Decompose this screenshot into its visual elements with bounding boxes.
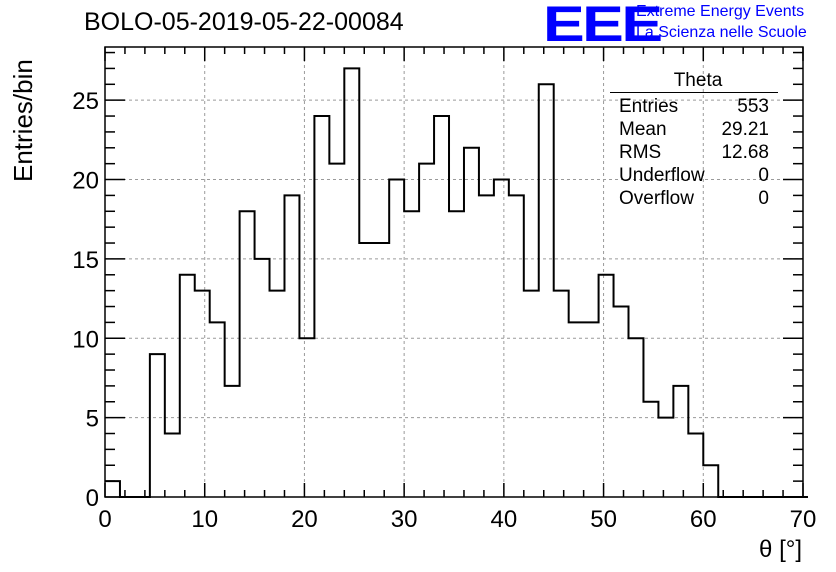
eee-logo-mark: EEE: [543, 0, 663, 52]
histogram-bin: [225, 386, 240, 497]
x-tick-label: 60: [690, 506, 717, 533]
stats-row-rms: RMS 12.68: [610, 141, 778, 164]
histogram-bin: [569, 322, 584, 497]
stats-value: 12.68: [721, 142, 769, 163]
histogram-bin: [210, 322, 225, 497]
y-tick-label: 5: [86, 406, 99, 433]
stats-row-overflow: Overflow 0: [610, 187, 778, 210]
histogram-bin: [584, 322, 599, 497]
histogram-step-line: [105, 67, 808, 498]
y-tick-label: 25: [72, 88, 99, 115]
histogram-bin: [150, 354, 165, 497]
histogram-bin: [614, 307, 629, 497]
logo-line-1: Extreme Energy Events: [636, 3, 805, 20]
x-tick-label: 70: [790, 506, 817, 533]
histogram-bin: [240, 211, 255, 497]
histogram-bin: [165, 434, 180, 497]
x-axis-label: θ [°]: [759, 536, 802, 563]
stats-box: Theta Entries 553 Mean 29.21 RMS 12.68 U…: [610, 70, 778, 210]
histogram-bin: [539, 84, 554, 497]
x-tick-label: 10: [191, 506, 218, 533]
histogram-bin: [180, 275, 195, 497]
histogram-bin: [284, 195, 299, 497]
x-tick-label: 0: [98, 506, 111, 533]
histogram-bin: [374, 243, 389, 497]
histogram-bin: [404, 211, 419, 497]
stats-row-underflow: Underflow 0: [610, 164, 778, 187]
histogram-bin: [554, 291, 569, 497]
stats-label: Overflow: [619, 188, 694, 209]
histogram-bin: [673, 386, 688, 497]
histogram-bin: [434, 116, 449, 497]
histogram-bin: [329, 164, 344, 497]
stats-row-entries: Entries 553: [610, 95, 778, 118]
stats-label: RMS: [619, 142, 662, 163]
histogram-bin: [479, 195, 494, 497]
y-tick-label: 0: [86, 485, 99, 512]
histogram-bin: [359, 243, 374, 497]
histogram-bin: [449, 211, 464, 497]
stats-label: Mean: [619, 119, 667, 140]
x-tick-label: 40: [491, 506, 518, 533]
histogram-bin: [105, 481, 120, 497]
histogram-bin: [643, 402, 658, 497]
x-tick-label: 20: [291, 506, 318, 533]
y-tick-label: 20: [72, 168, 99, 195]
histogram-bin: [524, 291, 539, 497]
y-tick-label: 15: [72, 247, 99, 274]
histogram-bin: [688, 434, 703, 497]
histogram-bin: [599, 275, 614, 497]
stats-value: 0: [758, 165, 769, 186]
logo-line-2: La Scienza nelle Scuole: [636, 24, 807, 41]
histogram-bin: [658, 418, 673, 497]
plot-frame: [104, 46, 804, 498]
histogram-bin: [464, 148, 479, 497]
stats-title: Theta: [673, 70, 723, 91]
chart-title: BOLO-05-2019-05-22-00084: [84, 8, 404, 36]
histogram-bin: [270, 291, 285, 497]
stats-value: 0: [758, 188, 769, 209]
x-tick-label: 50: [590, 506, 617, 533]
histogram-bin: [344, 68, 359, 497]
y-tick-label: 10: [72, 326, 99, 353]
stats-label: Underflow: [619, 165, 705, 186]
histogram-bin: [703, 465, 718, 497]
stats-value: 553: [737, 96, 769, 117]
histogram-bin: [299, 338, 314, 497]
histogram-bin: [195, 291, 210, 497]
histogram-bin: [509, 195, 524, 497]
histogram-bin: [419, 164, 434, 497]
stats-divider: [610, 92, 778, 93]
histogram-bin: [314, 116, 329, 497]
x-tick-label: 30: [391, 506, 418, 533]
stats-row-mean: Mean 29.21: [610, 118, 778, 141]
stats-value: 29.21: [721, 119, 769, 140]
histogram-bin: [255, 259, 270, 497]
stats-label: Entries: [619, 96, 679, 117]
y-axis-label: Entries/bin: [8, 59, 38, 182]
